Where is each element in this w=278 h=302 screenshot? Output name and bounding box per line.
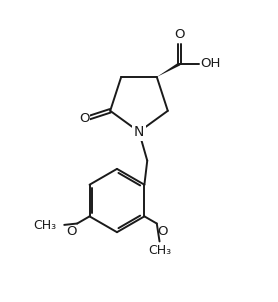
Text: N: N	[134, 125, 144, 139]
Text: CH₃: CH₃	[33, 219, 56, 232]
Polygon shape	[157, 63, 180, 77]
Text: O: O	[157, 225, 168, 238]
Text: O: O	[66, 225, 77, 238]
Text: CH₃: CH₃	[148, 244, 172, 257]
Text: O: O	[79, 112, 89, 125]
Text: OH: OH	[201, 57, 221, 70]
Text: O: O	[174, 28, 185, 41]
